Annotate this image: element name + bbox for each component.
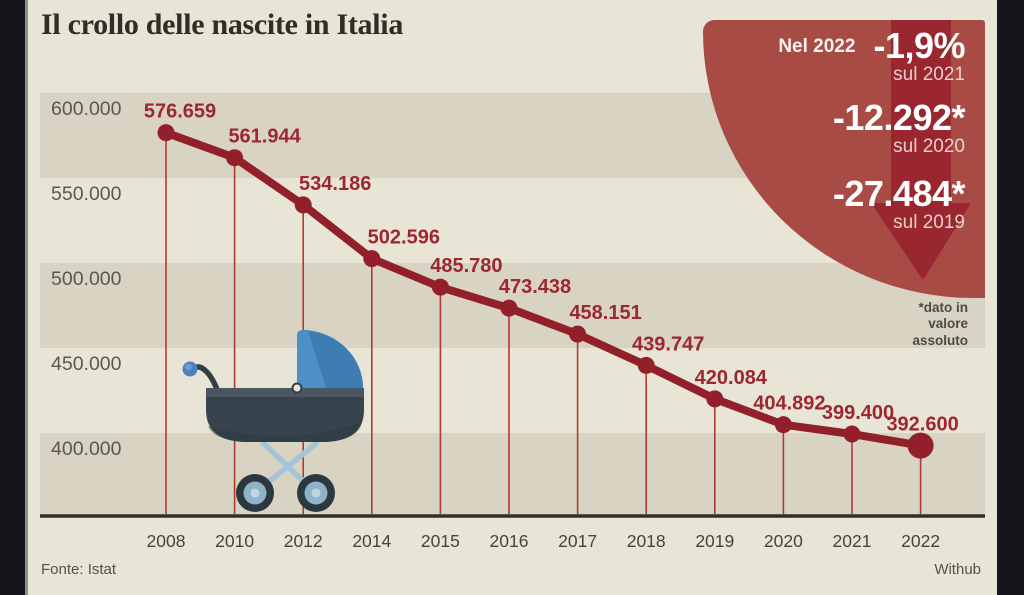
source-label: Fonte: Istat	[41, 561, 117, 578]
x-tick-label: 2014	[352, 531, 391, 551]
data-point	[363, 250, 381, 268]
x-tick-label: 2016	[490, 531, 529, 551]
stat-sub-2021: sul 2021	[893, 64, 965, 85]
grid-band	[40, 433, 985, 516]
badge-footnote: *dato in valore assoluto	[912, 300, 968, 349]
x-tick-label: 2022	[901, 531, 940, 551]
page-title: Il crollo delle nascite in Italia	[41, 8, 404, 41]
data-point	[500, 299, 518, 317]
x-tick-label: 2018	[627, 531, 666, 551]
y-tick-label: 400.000	[51, 438, 122, 460]
value-label: 439.747	[632, 333, 704, 355]
x-tick-label: 2017	[558, 531, 597, 551]
value-label: 502.596	[368, 227, 440, 249]
credit-label: Withub	[934, 561, 981, 578]
stat-value-2020: -12.292*	[832, 96, 966, 138]
stat-value-2019: -27.484*	[832, 172, 966, 214]
x-tick-label: 2019	[695, 531, 734, 551]
data-point	[706, 390, 724, 408]
pram-wheel-left-icon	[236, 474, 274, 512]
x-tick-label: 2008	[147, 531, 186, 551]
value-label: 392.600	[886, 414, 958, 436]
stat-value-2021: -1,9%	[873, 25, 965, 66]
data-point	[431, 278, 449, 296]
data-point	[569, 325, 587, 343]
footnote-line: *dato in	[918, 300, 969, 315]
data-point	[907, 432, 934, 459]
value-label: 534.186	[299, 173, 371, 195]
y-tick-label: 600.000	[51, 98, 122, 120]
value-label: 485.780	[430, 255, 502, 277]
x-tick-label: 2012	[284, 531, 323, 551]
stat-sub-2020: sul 2020	[893, 135, 965, 157]
footnote-line: assoluto	[912, 332, 968, 348]
x-tick-label: 2020	[764, 531, 803, 551]
value-label: 576.659	[144, 101, 216, 123]
x-tick-label: 2010	[215, 531, 254, 551]
value-label: 404.892	[753, 393, 825, 415]
value-label: 420.084	[695, 367, 768, 389]
y-tick-label: 550.000	[51, 183, 122, 205]
pram-canopy-icon	[291, 330, 364, 394]
y-tick-label: 450.000	[51, 353, 122, 375]
highlight-badge: Nel 2022 -1,9% sul 2021 -12.292* sul 202…	[703, 20, 985, 298]
stat-sub-2019: sul 2019	[893, 211, 965, 233]
badge-intro-label: Nel 2022	[778, 36, 856, 57]
data-point	[294, 196, 312, 214]
x-tick-label: 2021	[833, 531, 872, 551]
value-label: 458.151	[569, 302, 641, 324]
pram-wheel-right-icon	[297, 474, 335, 512]
pram-handle-icon	[182, 361, 221, 393]
baby-pram-illustration	[182, 330, 364, 512]
footnote-line: valore	[928, 316, 968, 332]
value-label: 399.400	[822, 402, 894, 424]
infographic-canvas: Il crollo delle nascite in Italia 600.00…	[25, 0, 997, 595]
trend-line	[162, 128, 925, 450]
x-tick-label: 2015	[421, 531, 460, 551]
data-point	[774, 416, 792, 434]
pram-body-icon	[206, 388, 364, 442]
data-point	[637, 356, 655, 374]
data-point	[157, 124, 175, 142]
y-tick-label: 500.000	[51, 268, 122, 290]
down-arrow-icon	[871, 20, 971, 280]
data-point	[843, 425, 861, 443]
value-label: 473.438	[499, 276, 571, 298]
data-point	[226, 149, 244, 167]
value-label: 561.944	[228, 126, 301, 148]
